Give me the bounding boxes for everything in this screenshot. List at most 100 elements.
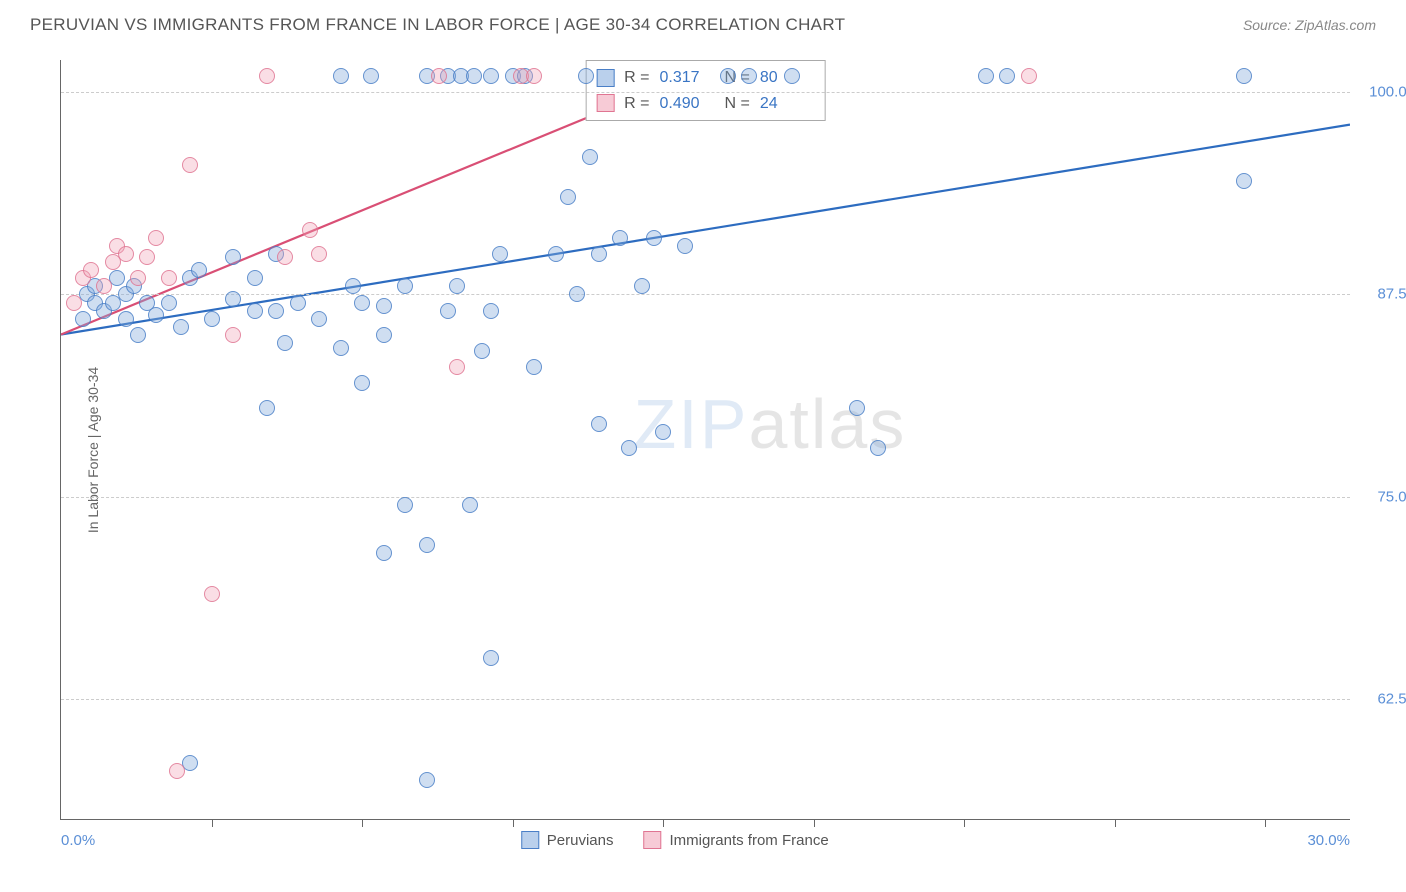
watermark: ZIPatlas <box>634 384 907 464</box>
data-point <box>677 238 693 254</box>
data-point <box>466 68 482 84</box>
plot-area: ZIPatlas R = 0.317 N = 80 R = 0.490 N = … <box>60 60 1350 820</box>
data-point <box>870 440 886 456</box>
data-point <box>376 298 392 314</box>
data-point <box>999 68 1015 84</box>
data-point <box>259 68 275 84</box>
data-point <box>130 270 146 286</box>
data-point <box>161 295 177 311</box>
data-point <box>161 270 177 286</box>
gridline-h <box>61 92 1350 93</box>
data-point <box>247 303 263 319</box>
data-point <box>148 230 164 246</box>
data-point <box>247 270 263 286</box>
data-point <box>784 68 800 84</box>
stats-row-peruvians: R = 0.317 N = 80 <box>596 65 815 91</box>
x-tick <box>814 819 815 827</box>
x-tick <box>1115 819 1116 827</box>
data-point <box>225 327 241 343</box>
data-point <box>96 278 112 294</box>
source-attribution: Source: ZipAtlas.com <box>1243 17 1376 33</box>
x-tick <box>362 819 363 827</box>
data-point <box>655 424 671 440</box>
source-prefix: Source: <box>1243 17 1295 33</box>
x-tick <box>1265 819 1266 827</box>
data-point <box>526 68 542 84</box>
data-point <box>492 246 508 262</box>
data-point <box>449 278 465 294</box>
stats-row-france: R = 0.490 N = 24 <box>596 91 815 117</box>
data-point <box>118 246 134 262</box>
data-point <box>591 246 607 262</box>
data-point <box>259 400 275 416</box>
data-point <box>419 772 435 788</box>
data-point <box>612 230 628 246</box>
data-point <box>268 303 284 319</box>
data-point <box>419 537 435 553</box>
data-point <box>431 68 447 84</box>
data-point <box>462 497 478 513</box>
source-name: ZipAtlas.com <box>1295 17 1376 33</box>
x-tick <box>212 819 213 827</box>
data-point <box>397 278 413 294</box>
chart-container: In Labor Force | Age 30-34 ZIPatlas R = … <box>30 50 1376 850</box>
data-point <box>75 311 91 327</box>
data-point <box>311 246 327 262</box>
swatch-pink-icon <box>596 94 614 112</box>
data-point <box>118 311 134 327</box>
y-tick-label: 87.5% <box>1360 286 1406 303</box>
data-point <box>569 286 585 302</box>
data-point <box>345 278 361 294</box>
data-point <box>560 189 576 205</box>
r-value-france: 0.490 <box>660 91 715 117</box>
gridline-h <box>61 699 1350 700</box>
y-tick-label: 100.0% <box>1360 84 1406 101</box>
data-point <box>204 311 220 327</box>
data-point <box>526 359 542 375</box>
data-point <box>83 262 99 278</box>
data-point <box>290 295 306 311</box>
r-value-peruvians: 0.317 <box>660 65 715 91</box>
data-point <box>849 400 865 416</box>
data-point <box>1236 173 1252 189</box>
data-point <box>483 650 499 666</box>
gridline-h <box>61 497 1350 498</box>
trendlines-svg <box>61 60 1350 819</box>
data-point <box>204 586 220 602</box>
legend-item-france: Immigrants from France <box>643 831 828 849</box>
data-point <box>363 68 379 84</box>
data-point <box>1021 68 1037 84</box>
data-point <box>741 68 757 84</box>
data-point <box>311 311 327 327</box>
data-point <box>449 359 465 375</box>
data-point <box>66 295 82 311</box>
x-axis-start-label: 0.0% <box>61 832 95 849</box>
legend-item-peruvians: Peruvians <box>521 831 614 849</box>
data-point <box>474 343 490 359</box>
data-point <box>191 262 207 278</box>
data-point <box>225 291 241 307</box>
data-point <box>978 68 994 84</box>
data-point <box>302 222 318 238</box>
legend-label-france: Immigrants from France <box>669 832 828 849</box>
data-point <box>333 68 349 84</box>
data-point <box>139 249 155 265</box>
data-point <box>354 375 370 391</box>
r-label: R = <box>624 65 649 91</box>
data-point <box>634 278 650 294</box>
legend: Peruvians Immigrants from France <box>521 831 829 849</box>
data-point <box>376 545 392 561</box>
swatch-blue-icon <box>596 69 614 87</box>
r-label: R = <box>624 91 649 117</box>
data-point <box>483 303 499 319</box>
n-label: N = <box>725 91 750 117</box>
gridline-h <box>61 294 1350 295</box>
data-point <box>440 303 456 319</box>
x-axis-end-label: 30.0% <box>1307 832 1350 849</box>
data-point <box>591 416 607 432</box>
chart-title: PERUVIAN VS IMMIGRANTS FROM FRANCE IN LA… <box>30 15 845 35</box>
y-tick-label: 62.5% <box>1360 690 1406 707</box>
data-point <box>169 763 185 779</box>
y-tick-label: 75.0% <box>1360 488 1406 505</box>
x-tick <box>663 819 664 827</box>
